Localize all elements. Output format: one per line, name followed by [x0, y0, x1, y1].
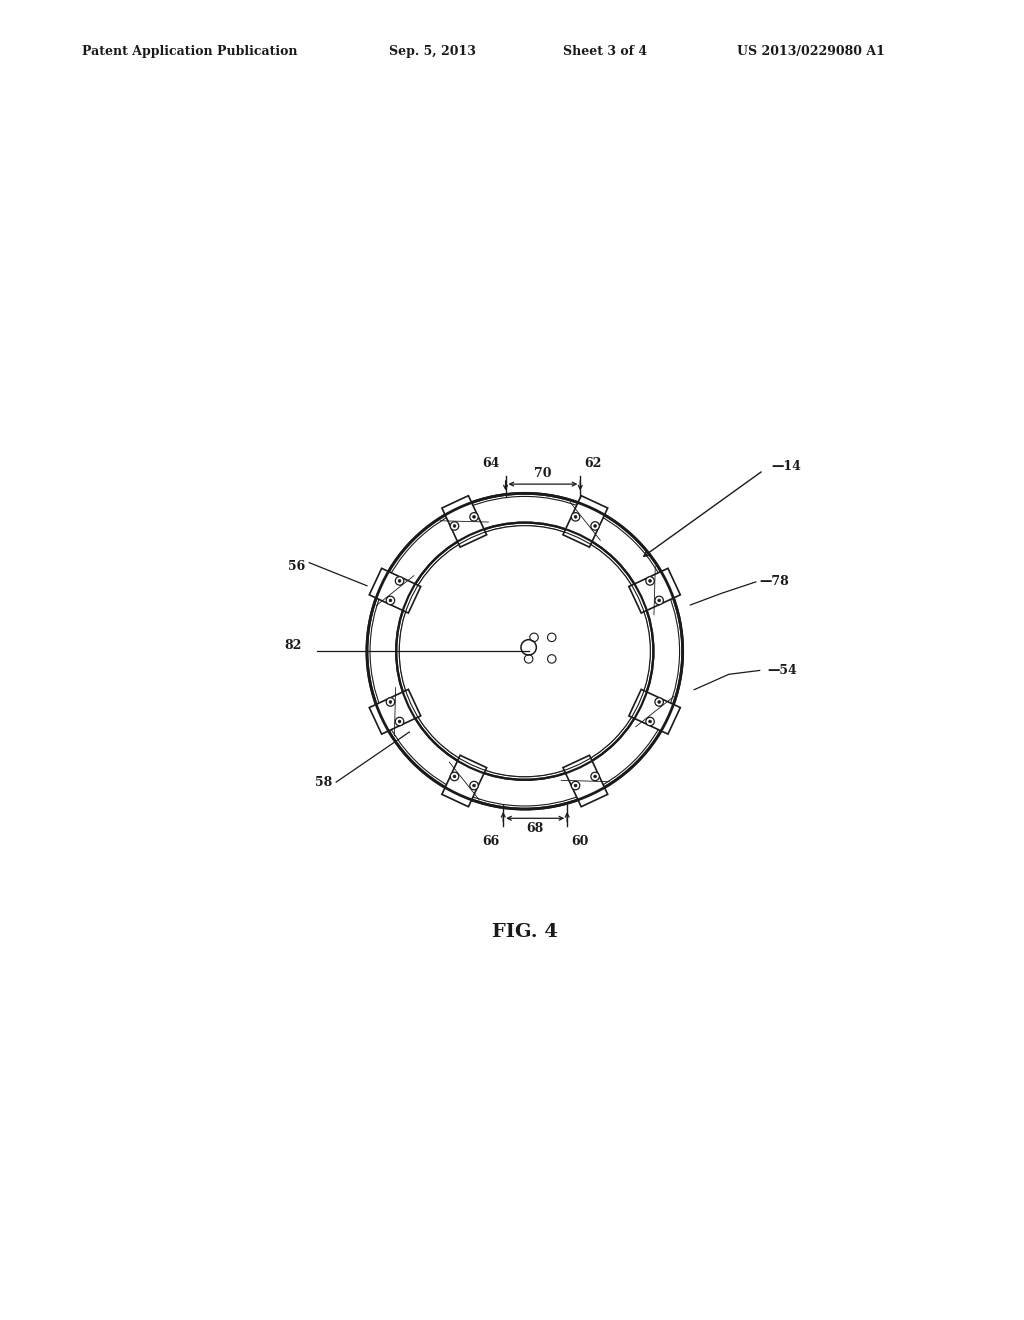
Circle shape — [395, 577, 403, 585]
Text: —78: —78 — [760, 576, 790, 589]
Bar — [629, 569, 680, 612]
Circle shape — [655, 597, 664, 605]
Circle shape — [386, 698, 394, 706]
Bar — [563, 496, 607, 546]
Circle shape — [386, 597, 394, 605]
Circle shape — [571, 781, 580, 789]
Text: Patent Application Publication: Patent Application Publication — [82, 45, 297, 58]
Circle shape — [646, 577, 654, 585]
Text: 58: 58 — [315, 776, 333, 788]
Circle shape — [453, 524, 456, 528]
Bar — [442, 496, 486, 546]
Text: 60: 60 — [571, 836, 589, 849]
Circle shape — [655, 698, 664, 706]
Circle shape — [389, 599, 392, 602]
Text: US 2013/0229080 A1: US 2013/0229080 A1 — [737, 45, 885, 58]
Circle shape — [657, 599, 660, 602]
Circle shape — [389, 701, 392, 704]
Circle shape — [574, 784, 577, 787]
Bar — [629, 689, 680, 734]
Circle shape — [398, 721, 401, 723]
Circle shape — [591, 772, 599, 780]
Circle shape — [453, 775, 456, 777]
Circle shape — [367, 494, 683, 809]
Circle shape — [571, 512, 580, 521]
Text: 64: 64 — [482, 457, 500, 470]
Circle shape — [451, 772, 459, 780]
Text: 68: 68 — [526, 822, 544, 836]
Circle shape — [399, 525, 650, 776]
Text: 82: 82 — [284, 639, 301, 652]
Text: —14: —14 — [771, 459, 801, 473]
Bar — [563, 755, 607, 807]
Circle shape — [451, 521, 459, 531]
Text: 62: 62 — [584, 457, 601, 470]
Text: 70: 70 — [534, 467, 551, 480]
Bar — [370, 569, 421, 612]
Circle shape — [470, 781, 478, 789]
Bar — [370, 689, 421, 734]
Circle shape — [470, 512, 478, 521]
Circle shape — [574, 515, 577, 519]
Text: FIG. 4: FIG. 4 — [492, 923, 558, 941]
Text: Sep. 5, 2013: Sep. 5, 2013 — [389, 45, 476, 58]
Text: —54: —54 — [767, 664, 797, 677]
Bar — [442, 755, 486, 807]
Circle shape — [473, 784, 475, 787]
Circle shape — [521, 640, 537, 655]
Circle shape — [398, 579, 401, 582]
Text: 66: 66 — [482, 836, 500, 849]
Circle shape — [395, 717, 403, 726]
Circle shape — [473, 515, 475, 519]
Text: Sheet 3 of 4: Sheet 3 of 4 — [563, 45, 647, 58]
Circle shape — [648, 721, 651, 723]
Circle shape — [657, 701, 660, 704]
Circle shape — [646, 717, 654, 726]
Circle shape — [594, 524, 597, 528]
Text: 56: 56 — [288, 560, 305, 573]
Circle shape — [594, 775, 597, 777]
Circle shape — [591, 521, 599, 531]
Circle shape — [648, 579, 651, 582]
